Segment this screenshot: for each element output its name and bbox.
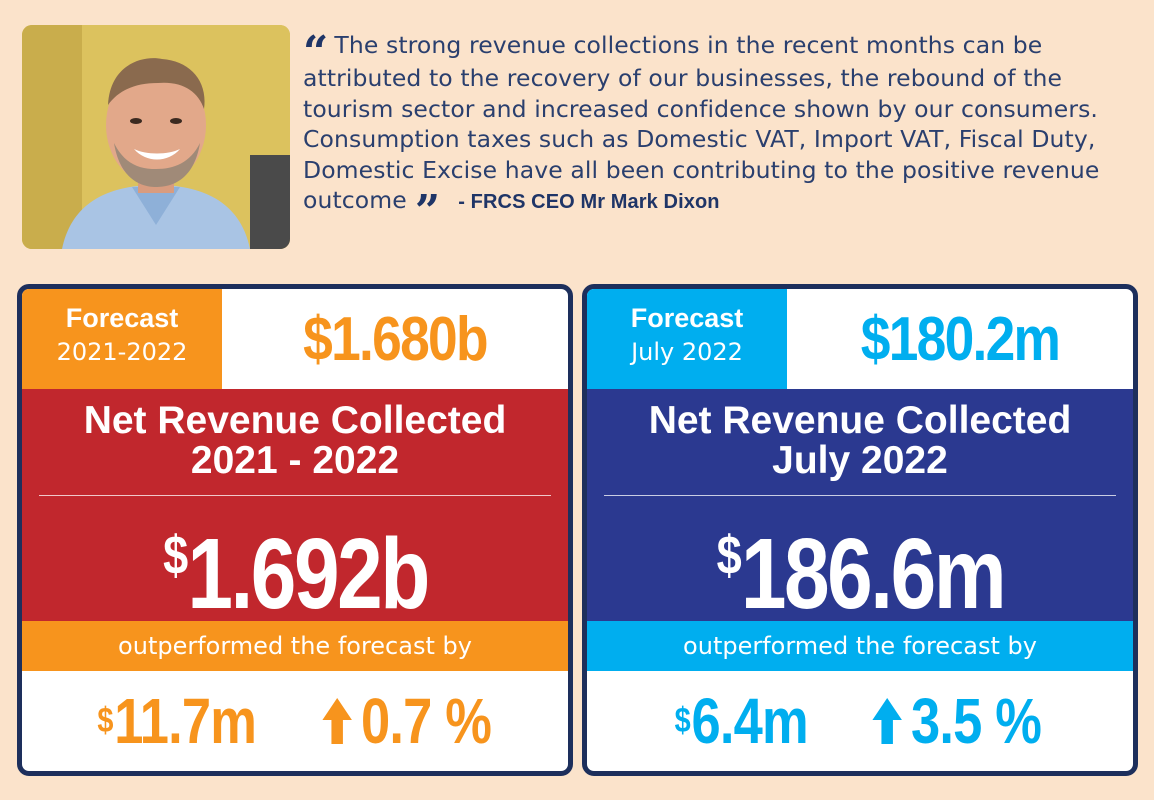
net-revenue-panel: Net Revenue Collected 2021 - 2022 $1.692… xyxy=(22,389,568,629)
forecast-amount: $180.2m xyxy=(860,304,1061,374)
divider xyxy=(39,495,551,496)
annual-revenue-card: Forecast 2021-2022 $1.680b Net Revenue C… xyxy=(17,284,573,776)
currency-symbol: $ xyxy=(716,524,741,586)
net-revenue-title-line1: Net Revenue Collected xyxy=(648,399,1072,442)
outperformance-value: 6.4m xyxy=(691,685,809,757)
net-revenue-title: Net Revenue Collected 2021 - 2022 xyxy=(22,389,568,481)
outperformance-percent: 3.5 % xyxy=(871,684,1042,758)
outperformance-row: $11.7m 0.7 % xyxy=(22,671,568,771)
currency-symbol: $ xyxy=(675,701,691,740)
net-revenue-title-line1: Net Revenue Collected xyxy=(83,399,507,442)
forecast-amount: $1.680b xyxy=(303,304,488,374)
currency-symbol: $ xyxy=(162,524,188,586)
outperformance-percent-value: 0.7 % xyxy=(361,685,492,757)
net-revenue-title-line2: July 2022 xyxy=(772,439,948,482)
net-revenue-amount: $1.692b xyxy=(162,500,430,631)
net-revenue-title: Net Revenue Collected July 2022 xyxy=(587,389,1133,481)
ceo-quote: “The strong revenue collections in the r… xyxy=(303,27,1133,238)
outperformed-text: outperformed the forecast by xyxy=(22,621,568,671)
arrow-up-icon xyxy=(322,698,353,744)
forecast-box: Forecast July 2022 xyxy=(587,289,787,389)
open-quote-icon: “ xyxy=(303,27,329,78)
outperformance-percent-value: 3.5 % xyxy=(910,685,1042,757)
arrow-up-icon xyxy=(872,698,902,744)
forecast-period: July 2022 xyxy=(631,338,743,366)
outperformance-amount: $6.4m xyxy=(675,684,809,758)
net-revenue-value: 1.692b xyxy=(186,518,430,631)
net-revenue-title-line2: 2021 - 2022 xyxy=(190,439,400,482)
outperformance-value: 11.7m xyxy=(114,685,257,757)
forecast-label: Forecast xyxy=(630,303,744,333)
monthly-revenue-card: Forecast July 2022 $180.2m Net Revenue C… xyxy=(582,284,1138,776)
ceo-portrait-illustration xyxy=(22,25,290,249)
outperformed-text: outperformed the forecast by xyxy=(587,621,1133,671)
forecast-period: 2021-2022 xyxy=(56,338,188,366)
outperformance-amount: $11.7m xyxy=(97,684,257,758)
forecast-box: Forecast 2021-2022 xyxy=(22,289,222,389)
net-revenue-panel: Net Revenue Collected July 2022 $186.6m xyxy=(587,389,1133,629)
outperformance-percent: 0.7 % xyxy=(322,684,492,758)
currency-symbol: $ xyxy=(97,701,113,740)
quote-author: - FRCS CEO Mr Mark Dixon xyxy=(458,191,720,214)
outperformance-row: $6.4m 3.5 % xyxy=(587,671,1133,771)
forecast-label: Forecast xyxy=(65,303,179,333)
divider xyxy=(604,495,1116,496)
close-quote-icon: ” xyxy=(414,186,441,238)
ceo-photo xyxy=(22,25,290,249)
net-revenue-amount: $186.6m xyxy=(716,500,1006,631)
quote-text: The strong revenue collections in the re… xyxy=(303,31,1100,215)
net-revenue-value: 186.6m xyxy=(740,518,1006,631)
